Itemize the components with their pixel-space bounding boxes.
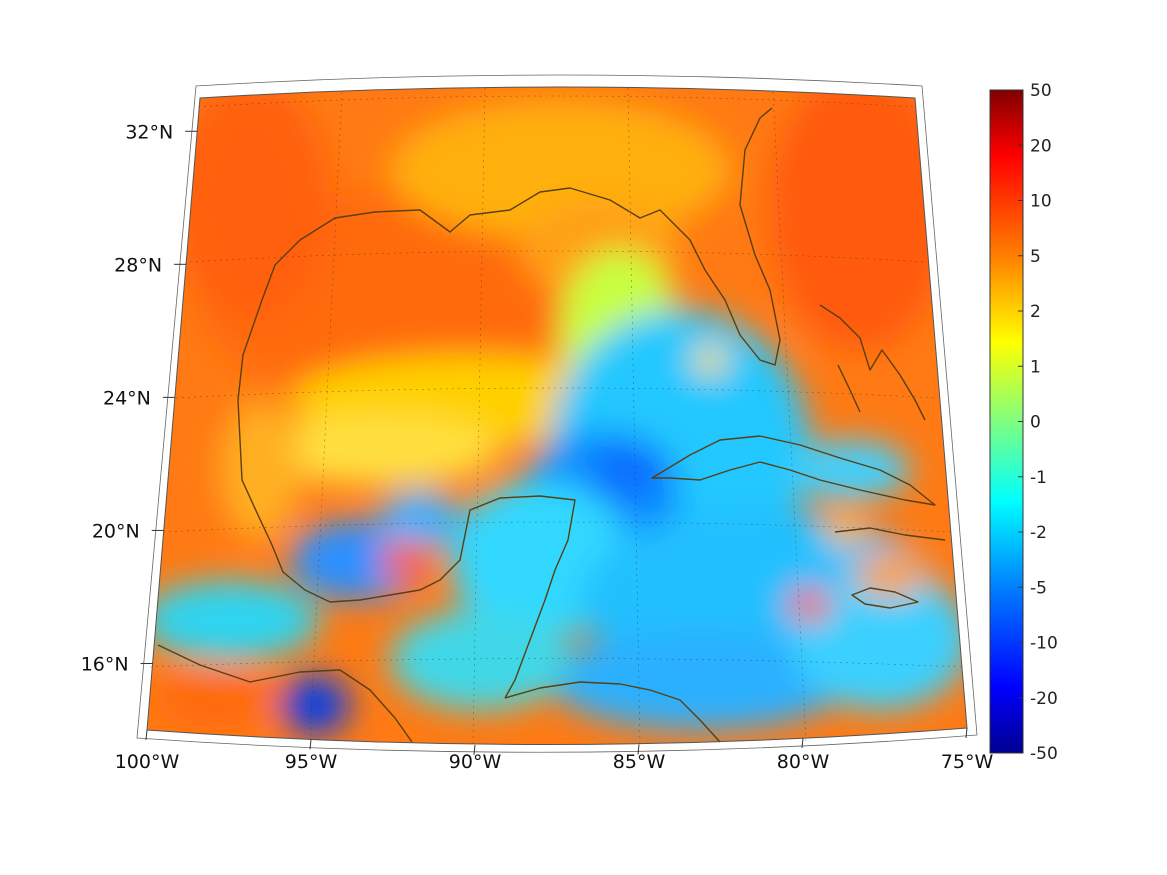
coastlines bbox=[157, 107, 946, 743]
colorbar-tick-label: -2 bbox=[1030, 523, 1047, 543]
colorbar-tick-label: 0 bbox=[1030, 413, 1041, 433]
lat-tick-label: 20°N bbox=[92, 520, 140, 542]
map-outer-frame bbox=[136, 74, 978, 753]
lon-tick-label: 90°W bbox=[449, 751, 502, 773]
lat-tick-label: 16°N bbox=[81, 653, 129, 675]
colorbar-tick-label: 20 bbox=[1030, 136, 1052, 156]
colorbar-tick-label: 10 bbox=[1030, 192, 1052, 212]
lon-tick-label: 75°W bbox=[941, 751, 994, 773]
map-frame bbox=[146, 86, 968, 746]
lat-tick-label: 24°N bbox=[103, 387, 151, 409]
colorbar-tick-label: 5 bbox=[1030, 247, 1041, 267]
colorbar-tick-label: 1 bbox=[1030, 357, 1041, 377]
colorbar-tick-label: 2 bbox=[1030, 302, 1041, 322]
colorbar-tick-label: -1 bbox=[1030, 468, 1047, 488]
graticule bbox=[149, 87, 964, 746]
colorbar-tick-label: -20 bbox=[1030, 689, 1058, 709]
lon-tick-mark bbox=[473, 744, 476, 755]
colorbar-tick-label: -50 bbox=[1030, 744, 1058, 764]
colorbar-bar bbox=[989, 89, 1024, 754]
lon-tick-mark bbox=[145, 729, 148, 741]
lon-tick-label: 85°W bbox=[613, 751, 666, 773]
lon-tick-label: 95°W bbox=[285, 751, 338, 773]
colorbar-tick-label: -10 bbox=[1030, 634, 1058, 654]
lat-tick-label: 28°N bbox=[114, 254, 162, 276]
lon-tick-mark bbox=[637, 744, 640, 755]
colorbar-tick-label: 50 bbox=[1030, 81, 1052, 101]
lon-tick-mark bbox=[965, 727, 968, 739]
latitude-ticks: 32°N 28°N 24°N 20°N 16°N bbox=[81, 121, 198, 675]
colorbar-tick-label: -5 bbox=[1030, 578, 1047, 598]
lon-tick-mark bbox=[309, 739, 312, 750]
longitude-ticks: 100°W 95°W 90°W 85°W 80°W 75°W bbox=[115, 727, 994, 773]
lat-tick-label: 32°N bbox=[125, 121, 173, 143]
data-field bbox=[147, 87, 967, 745]
lon-tick-mark bbox=[801, 738, 804, 749]
lon-tick-label: 100°W bbox=[115, 751, 180, 773]
lon-tick-label: 80°W bbox=[777, 751, 830, 773]
